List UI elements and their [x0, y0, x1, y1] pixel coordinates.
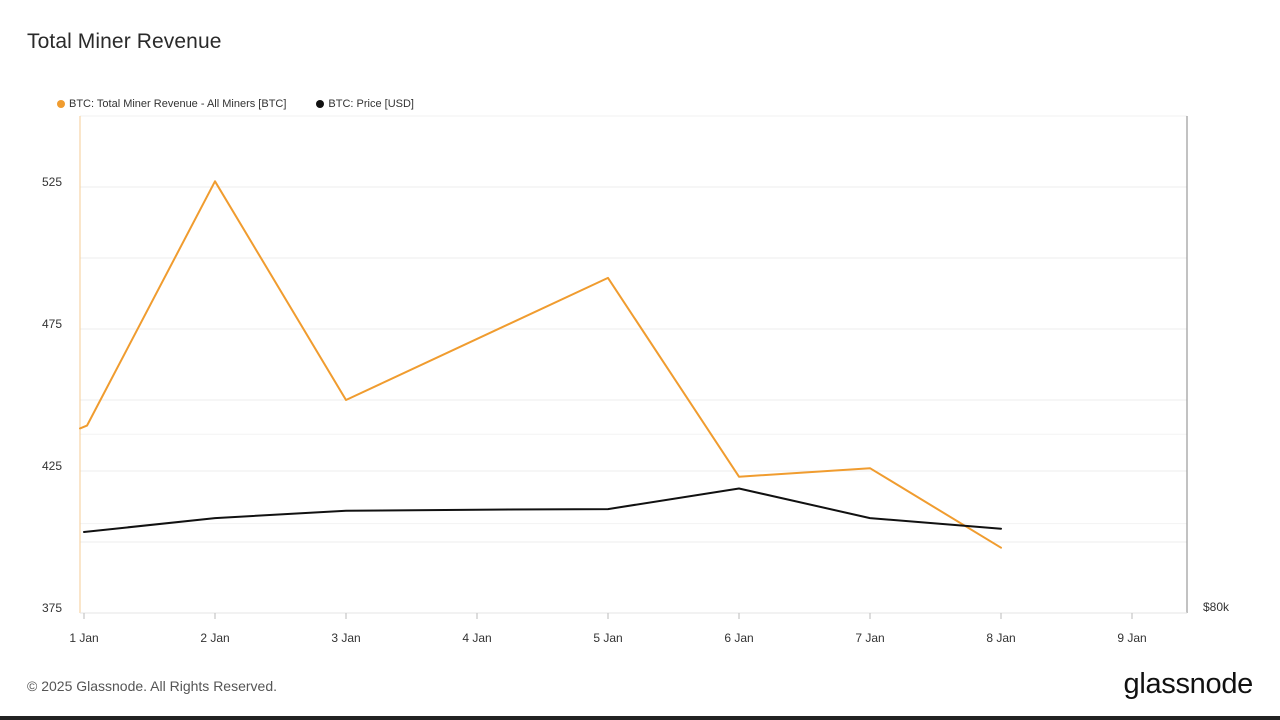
axis-layer	[79, 115, 1188, 614]
glassnode-logo: glassnode	[1123, 668, 1253, 700]
tick-layer: 1 Jan 2 Jan 3 Jan 4 Jan 5 Jan 6 Jan 7 Jan 8 Jan…	[42, 175, 1230, 645]
series-line-0	[79, 180, 1002, 549]
x-tick-label-5: 6 Jan	[724, 631, 753, 645]
series-line-1	[83, 487, 1002, 533]
x-tick-label-8: 9 Jan	[1117, 631, 1146, 645]
x-tick-label-6: 7 Jan	[855, 631, 884, 645]
y-left-tick-label-2: 475	[42, 317, 62, 331]
x-tick-label-2: 3 Jan	[331, 631, 360, 645]
copyright-text: © 2025 Glassnode. All Rights Reserved.	[27, 678, 278, 694]
legend: BTC: Total Miner Revenue - All Miners [B…	[57, 98, 444, 110]
grid-layer	[80, 115, 1187, 543]
x-tick-label-4: 5 Jan	[593, 631, 622, 645]
chart-title: Total Miner Revenue	[27, 30, 222, 53]
series-layer	[79, 180, 1002, 549]
y-left-tick-label-1: 425	[42, 459, 62, 473]
y-left-tick-label-3: 525	[42, 175, 62, 189]
legend-item-miner-revenue[interactable]: BTC: Total Miner Revenue - All Miners [B…	[57, 98, 286, 110]
legend-label-miner-revenue: BTC: Total Miner Revenue - All Miners [B…	[69, 98, 287, 110]
x-tick-label-1: 2 Jan	[200, 631, 229, 645]
bottom-divider	[0, 716, 1280, 720]
legend-item-price[interactable]: BTC: Price [USD]	[316, 98, 414, 110]
y-right-tick-label-0: $80k	[1203, 600, 1230, 614]
x-tick-label-7: 8 Jan	[986, 631, 1015, 645]
legend-dot-price	[316, 100, 325, 108]
x-tick-label-0: 1 Jan	[69, 631, 98, 645]
y-left-tick-label-0: 375	[42, 601, 62, 615]
legend-dot-miner-revenue	[57, 100, 65, 108]
x-tick-label-3: 4 Jan	[462, 631, 491, 645]
legend-label-price: BTC: Price [USD]	[328, 98, 414, 110]
